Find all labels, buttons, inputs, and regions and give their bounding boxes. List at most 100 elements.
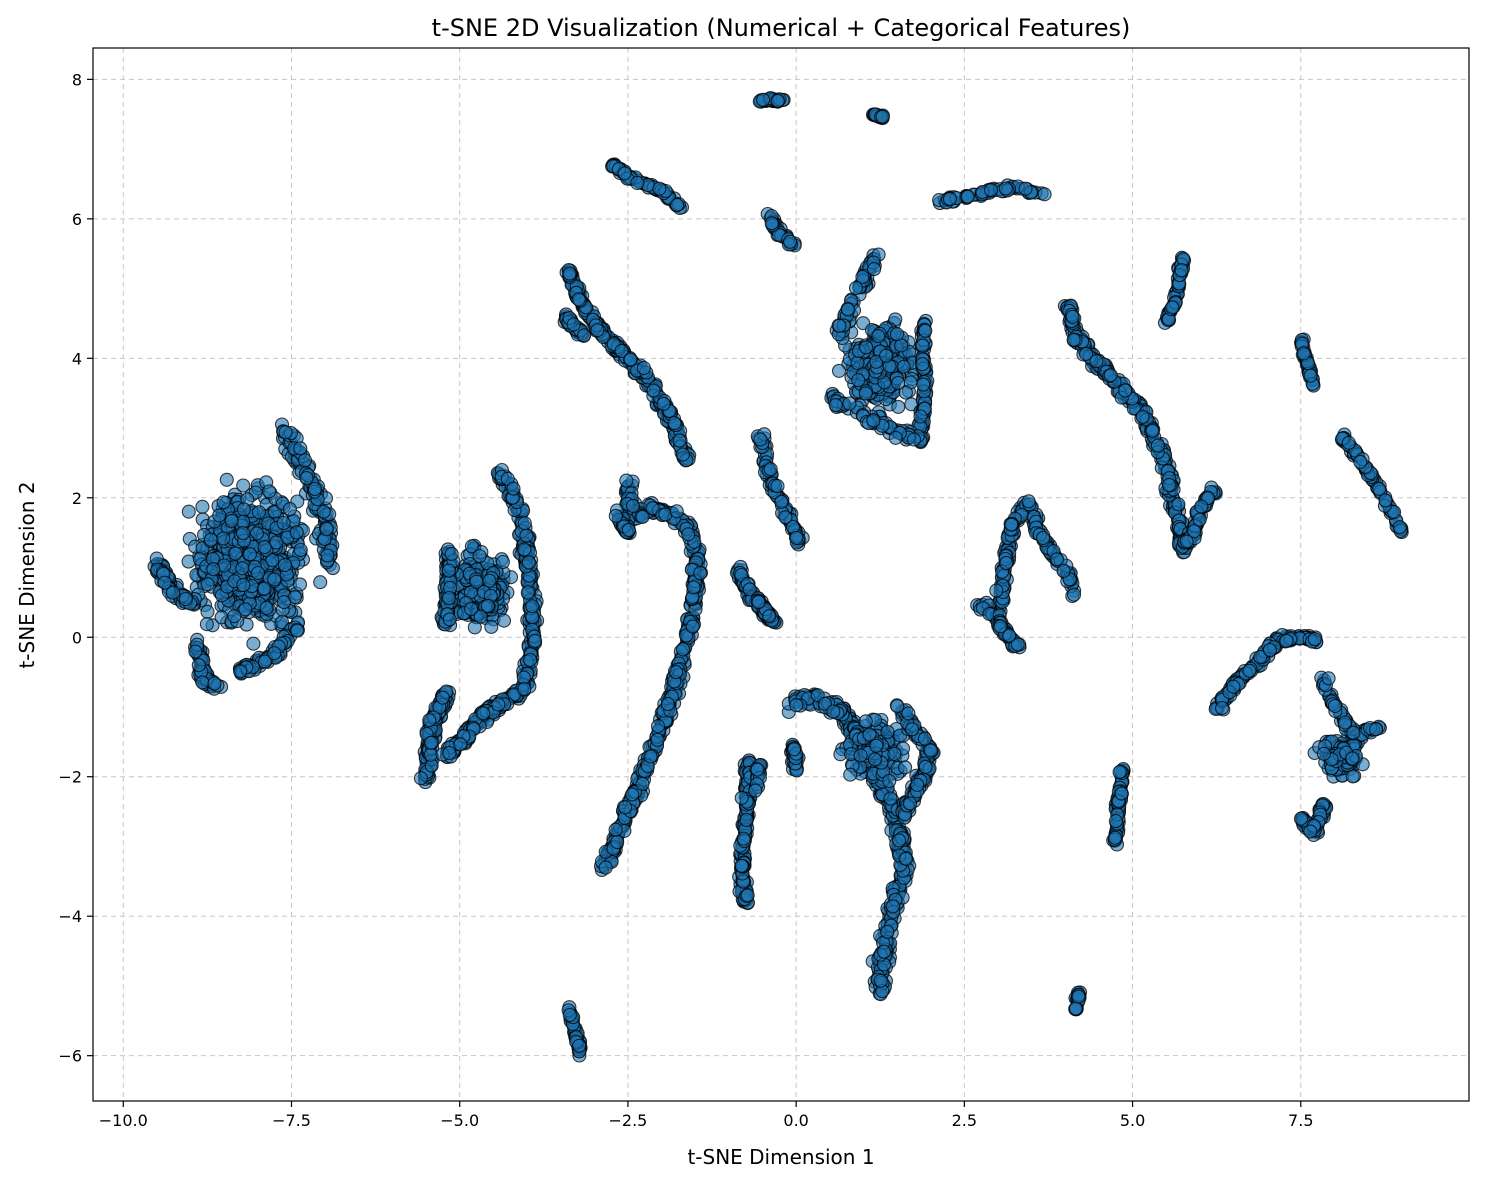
scatter-point [238, 602, 253, 617]
scatter-point [495, 554, 510, 570]
scatter-point [636, 360, 651, 376]
scatter-point [867, 262, 882, 277]
scatter-point [178, 591, 193, 607]
scatter-point [289, 525, 304, 540]
scatter-point [525, 599, 540, 614]
scatter-point [862, 727, 877, 742]
scatter-point [200, 604, 215, 619]
scatter-point [257, 540, 272, 555]
scatter-point [423, 747, 438, 762]
scatter-point [669, 504, 684, 519]
scatter-point [517, 682, 532, 697]
scatter-point [282, 502, 297, 517]
scatter-point [918, 759, 933, 774]
scatter-point [756, 92, 771, 107]
scatter-point [249, 526, 264, 541]
scatter-point [590, 323, 605, 338]
scatter-point [235, 561, 250, 576]
scatter-point [251, 505, 267, 520]
scatter-point [316, 504, 331, 519]
scatter-point [923, 743, 938, 758]
scatter-point [770, 479, 785, 494]
scatter-point [293, 441, 308, 456]
scatter-point [235, 526, 251, 541]
scatter-point [667, 416, 682, 431]
scatter-point [650, 719, 666, 734]
scatter-point [528, 633, 543, 648]
scatter-point [621, 522, 636, 537]
scatter-point [276, 515, 291, 531]
scatter-point [188, 644, 203, 659]
scatter-point [896, 359, 911, 374]
scatter-point [960, 189, 975, 204]
scatter-point [441, 591, 457, 606]
scatter-point [858, 714, 873, 729]
scatter-point [523, 653, 538, 668]
scatter-point [444, 546, 459, 561]
scatter-point [262, 484, 277, 499]
scatter-point [898, 760, 913, 775]
scatter-point [675, 447, 690, 462]
scatter-point [904, 722, 920, 737]
scatter-point [441, 563, 456, 578]
scatter-point [751, 595, 766, 610]
scatter-point [901, 706, 916, 721]
scatter-point [753, 432, 768, 447]
scatter-point [875, 109, 890, 124]
scatter-point [246, 636, 261, 651]
scatter-point [892, 833, 907, 848]
scatter-point [787, 742, 802, 757]
scatter-point [840, 302, 856, 317]
scatter-point [227, 609, 242, 624]
scatter-point [236, 478, 251, 493]
scatter-point [619, 473, 634, 488]
scatter-point [165, 585, 181, 600]
scatter-point [276, 595, 291, 610]
scatter-point [257, 654, 272, 669]
scatter-point [869, 738, 884, 753]
scatter-point [989, 583, 1004, 598]
scatter-point [842, 396, 857, 411]
scatter-point [764, 216, 779, 231]
scatter-point [469, 574, 484, 589]
scatter-point [219, 472, 234, 487]
scatter-point [520, 585, 535, 600]
scatter-point [734, 858, 749, 873]
scatter-point [899, 851, 914, 866]
scatter-point [832, 318, 847, 333]
scatter-point [866, 413, 881, 428]
scatter-point [1036, 530, 1051, 546]
scatter-point [491, 697, 506, 712]
scatter-point [233, 664, 248, 679]
scatter-point [831, 363, 847, 378]
scatter-point [736, 831, 751, 846]
scatter-point [1066, 587, 1082, 602]
scatter-point [843, 767, 858, 782]
scatter-point [506, 481, 521, 496]
scatter-point [774, 494, 789, 509]
scatter-point [882, 773, 897, 789]
scatter-point [181, 504, 196, 519]
scatter-point [608, 822, 623, 837]
scatter-point [984, 183, 999, 198]
scatter-point [851, 373, 866, 388]
scatter-point [891, 375, 906, 391]
scatter-point [453, 737, 468, 752]
scatter-point [789, 698, 804, 713]
scatter-point [224, 513, 239, 528]
scatter-point [635, 509, 650, 524]
scatter-point [442, 612, 457, 627]
scatter-point [693, 566, 708, 581]
scatter-point [910, 777, 925, 792]
scatter-point [265, 553, 280, 568]
scatter-point [915, 357, 930, 372]
scatter-points [147, 91, 1409, 1063]
scatter-point [942, 192, 958, 207]
scatter-point [292, 577, 308, 592]
scatter-point [307, 481, 322, 497]
scatter-point [598, 860, 613, 875]
scatter-point [853, 748, 868, 763]
scatter-point [571, 292, 586, 307]
scatter-point [236, 577, 251, 593]
scatter-point [915, 338, 930, 353]
